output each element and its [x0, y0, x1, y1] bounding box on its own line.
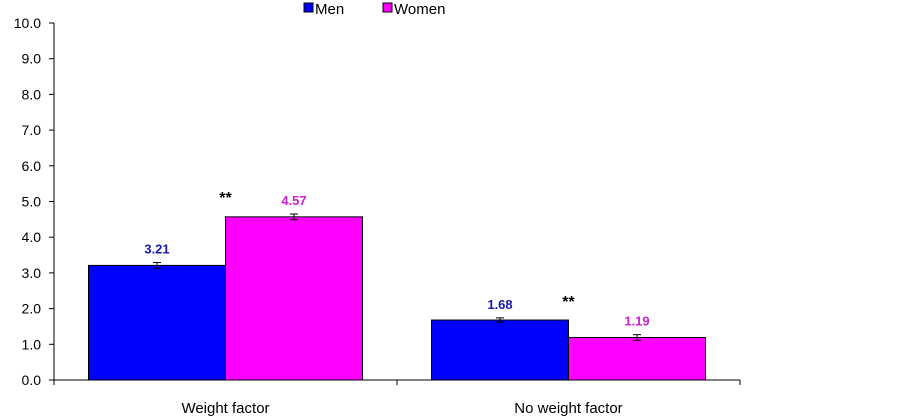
y-tick-label: 8.0 [22, 86, 42, 102]
y-tick-label: 2.0 [22, 301, 42, 317]
category-label: No weight factor [514, 400, 622, 416]
data-label: 4.57 [281, 193, 306, 208]
y-tick-label: 7.0 [22, 122, 42, 138]
significance-marker: ** [219, 190, 232, 207]
bar-men [88, 264, 226, 381]
y-tick-label: 3.0 [22, 265, 42, 281]
legend-label: Women [394, 1, 445, 18]
legend-swatch-men [303, 2, 314, 13]
data-label: 1.68 [487, 297, 512, 312]
legend-label: Men [315, 1, 344, 18]
y-tick-label: 9.0 [22, 51, 42, 67]
y-tick-label: 6.0 [22, 158, 42, 174]
legend-swatch-women [382, 2, 393, 13]
data-label: 1.19 [624, 314, 649, 329]
y-tick-label: 5.0 [22, 194, 42, 210]
significance-marker: ** [562, 294, 575, 311]
bar-men [431, 319, 569, 381]
data-label: 3.21 [144, 242, 169, 257]
bar-women [568, 337, 706, 381]
y-tick-label: 0.0 [22, 372, 42, 388]
y-tick-label: 4.0 [22, 229, 42, 245]
category-label: Weight factor [181, 400, 269, 416]
y-tick-label: 10.0 [14, 15, 41, 31]
bar-women [225, 216, 363, 381]
y-tick-label: 1.0 [22, 336, 42, 352]
